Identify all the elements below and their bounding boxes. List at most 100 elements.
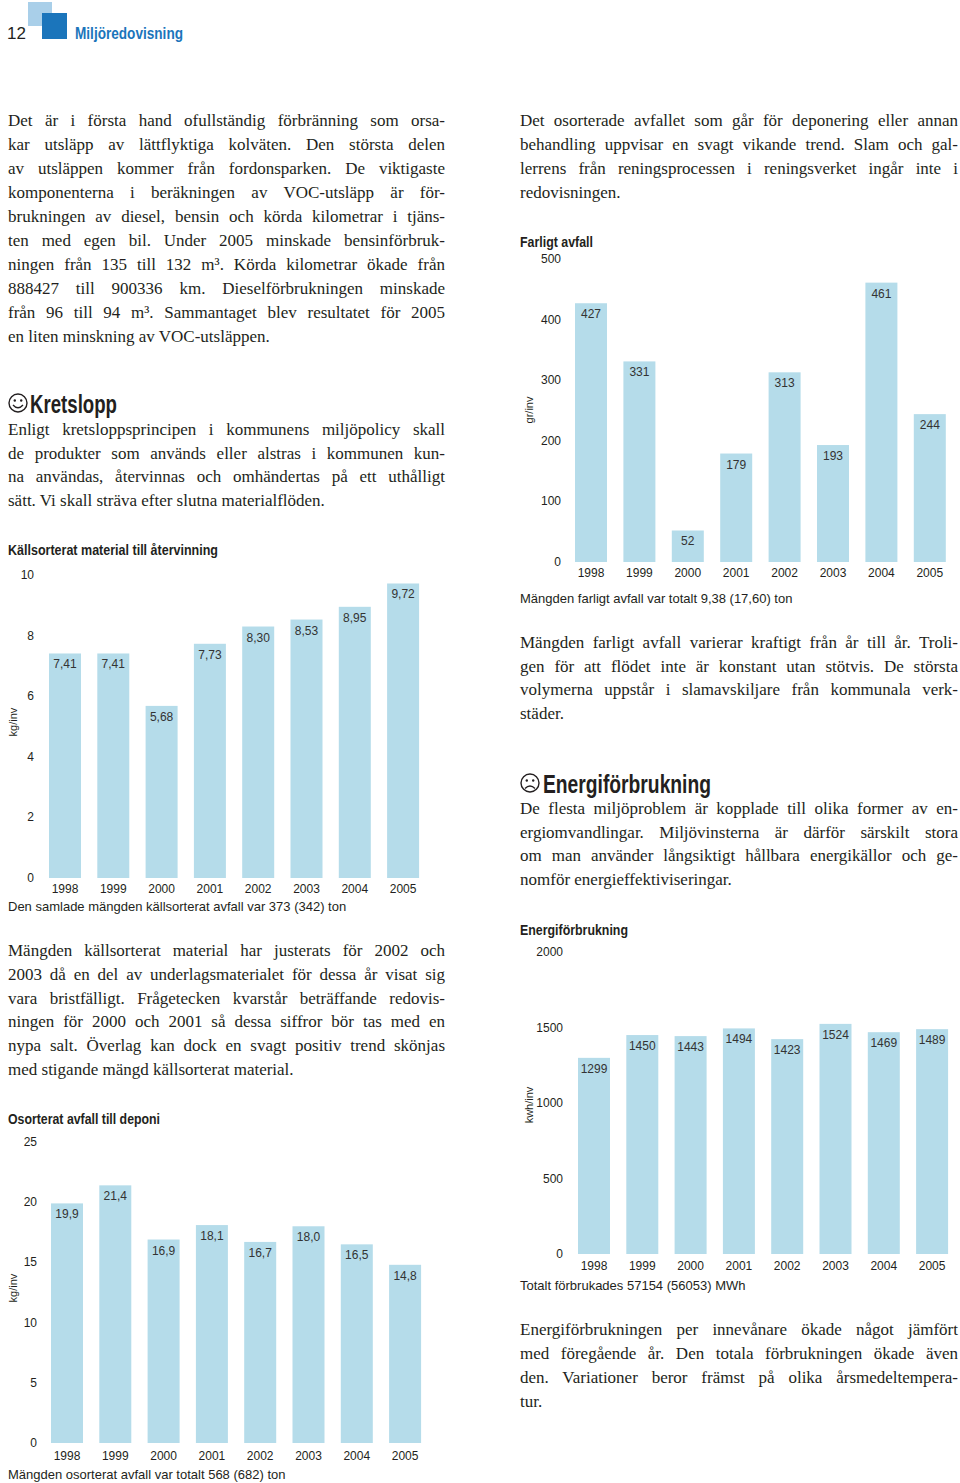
text-line: kar utsläpp av lättflyktiga kolväten. De…: [8, 133, 445, 157]
tick-label: 2002: [245, 882, 272, 896]
text-line: Det är i första hand ofullständig förbrä…: [8, 109, 445, 133]
text-line: gen för att flödet inte är konstant utan…: [520, 655, 958, 679]
text-line: nypa salt. Överlag kan dock en svagt pos…: [8, 1034, 445, 1058]
tick-label: 15: [24, 1255, 38, 1269]
bar: [820, 1024, 852, 1254]
tick-label: 1999: [629, 1259, 656, 1273]
bar: [914, 414, 946, 562]
text-line: av utsläppen kommer från fordonsparken. …: [8, 157, 445, 181]
tick-label: 2004: [870, 1259, 897, 1273]
tick-label: 100: [541, 494, 561, 508]
tick-label: 2004: [868, 566, 895, 580]
bar: [339, 607, 371, 878]
tick-label: 2001: [197, 882, 224, 896]
caption: Totalt förbrukades 57154 (56053) MWh: [520, 1278, 745, 1293]
chart-title: Källsorterat material till återvinning: [8, 541, 218, 558]
tick-label: 2005: [390, 882, 417, 896]
caption: Mängden osorterat avfall var totalt 568 …: [8, 1467, 286, 1482]
tick-label: 2002: [771, 566, 798, 580]
axis-label: kwh/inv: [523, 1086, 535, 1123]
bars: [578, 1024, 948, 1254]
caption: Mängden farligt avfall var totalt 9,38 (…: [520, 591, 792, 606]
data-label: 1299: [581, 1062, 608, 1076]
tick-label: 2005: [392, 1449, 419, 1463]
text-line: behandling uppvisar en svagt vikande tre…: [520, 133, 958, 157]
text-line: Det osorterade avfallet som går för depo…: [520, 109, 958, 133]
tick-label: 1998: [54, 1449, 81, 1463]
tick-label: 1998: [52, 882, 79, 896]
data-label: 1450: [629, 1039, 656, 1053]
tick-label: 2003: [293, 882, 320, 896]
tick-label: 2000: [148, 882, 175, 896]
text-line: ten med egen bil. Under 2005 minskade be…: [8, 229, 445, 253]
text-line: Mängden farligt avfall varierar kraftigt…: [520, 631, 958, 655]
data-label: 18,1: [200, 1229, 224, 1243]
data-label: 5,68: [150, 710, 174, 724]
data-label: 18,0: [297, 1230, 321, 1244]
tick-label: 2005: [916, 566, 943, 580]
page: {"header": {"page_number": "12", "sectio…: [0, 0, 960, 1483]
bar: [146, 706, 178, 878]
bars: [575, 283, 946, 562]
heading: Kretslopp: [30, 390, 117, 418]
chart: Osorterat avfall till deponikg/inv051015…: [7, 1110, 421, 1482]
tick-label: 2000: [677, 1259, 704, 1273]
bar: [387, 583, 419, 878]
tick-label: 10: [21, 568, 35, 582]
text-line: den. Variationer beror främst på olika å…: [520, 1366, 958, 1390]
text-line: na användas, återvinnas och omhändertas …: [8, 465, 445, 489]
chart: Energiförbrukningkwh/inv0500100015002000…: [520, 921, 948, 1293]
text-line: ningen för 2000 och 2001 så dessa siffro…: [8, 1010, 445, 1034]
data-label: 14,8: [393, 1269, 417, 1283]
tick-label: 2000: [674, 566, 701, 580]
tick-label: 8: [27, 629, 34, 643]
tick-label: 2002: [774, 1259, 801, 1273]
tick-label: 5: [30, 1376, 37, 1390]
text-line: brukningen av diesel, bensin och körda k…: [8, 205, 445, 229]
tick-label: 200: [541, 434, 561, 448]
data-label: 16,9: [152, 1244, 176, 1258]
tick-label: 1000: [536, 1096, 563, 1110]
data-label: 244: [920, 418, 940, 432]
text-line: tur.: [520, 1390, 958, 1414]
bar: [148, 1240, 180, 1443]
tick-label: 2003: [820, 566, 847, 580]
tick-label: 2003: [822, 1259, 849, 1273]
text-line: Energiförbrukningen per innevånare ökade…: [520, 1318, 958, 1342]
text-line: Enligt kretsloppsprincipen i kommunens m…: [8, 418, 445, 442]
text-line: redovisningen.: [520, 181, 958, 205]
tick-label: 1999: [100, 882, 127, 896]
tick-label: 2004: [341, 882, 368, 896]
tick-label: 2: [27, 810, 34, 824]
text-line: med stigande mängd källsorterat material…: [8, 1058, 445, 1082]
tick-label: 2001: [199, 1449, 226, 1463]
axis-label: gr/inv: [523, 396, 535, 423]
tick-label: 2000: [150, 1449, 177, 1463]
chart: Farligt avfallgr/inv01002003004005004273…: [520, 233, 946, 606]
chart-title: Osorterat avfall till deponi: [8, 1110, 160, 1127]
text-line: från 96 till 94 m³. Sammantaget blev res…: [8, 301, 445, 325]
data-label: 1494: [726, 1032, 753, 1046]
text-line: De flesta miljöproblem är kopplade till …: [520, 797, 958, 821]
text-line: nomför energieffektiviseringar.: [520, 868, 958, 892]
chart-title: Farligt avfall: [520, 233, 593, 250]
data-label: 8,30: [247, 631, 271, 645]
tick-label: 0: [30, 1436, 37, 1450]
text-line: Mängden källsorterat material har juster…: [8, 939, 445, 963]
tick-label: 2001: [723, 566, 750, 580]
tick-label: 300: [541, 373, 561, 387]
text-line: ergiomvandlingar. Miljövinsterna är därf…: [520, 821, 958, 845]
data-label: 313: [775, 376, 795, 390]
section-title: Miljöredovisning: [75, 24, 183, 43]
bars: [51, 1185, 421, 1443]
data-label: 8,53: [295, 624, 319, 638]
data-label: 16,7: [249, 1246, 273, 1260]
bar: [771, 1039, 803, 1254]
bar: [99, 1185, 131, 1443]
data-label: 179: [726, 458, 746, 472]
tick-label: 1999: [102, 1449, 129, 1463]
data-label: 461: [871, 287, 891, 301]
text-line: volymerna uppstår i slamavskiljare från …: [520, 678, 958, 702]
text-line: städer.: [520, 702, 958, 726]
tick-label: 20: [24, 1195, 38, 1209]
